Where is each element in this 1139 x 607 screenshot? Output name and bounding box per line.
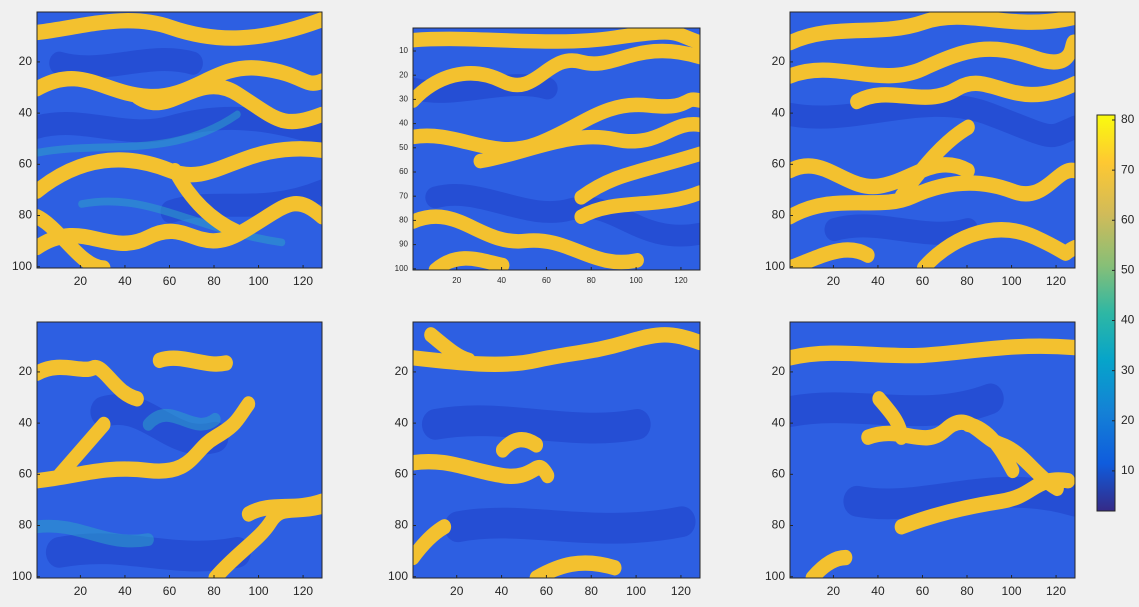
y-tick-label: 40 (19, 415, 33, 429)
x-tick-label: 60 (542, 276, 551, 285)
x-tick-label: 80 (585, 584, 599, 598)
y-tick-label: 100 (765, 569, 785, 583)
y-tick-label: 60 (772, 466, 786, 480)
y-tick-label: 20 (772, 54, 786, 68)
y-tick-label: 70 (399, 191, 408, 200)
x-tick-label: 80 (207, 584, 221, 598)
x-tick-label: 40 (871, 584, 885, 598)
field-image (790, 322, 1075, 578)
y-tick-label: 100 (12, 259, 32, 273)
x-tick-label: 100 (1002, 584, 1022, 598)
y-tick-label: 20 (772, 364, 786, 378)
field-image (37, 12, 322, 268)
x-tick-label: 80 (960, 584, 974, 598)
y-tick-label: 40 (395, 415, 409, 429)
x-tick-label: 40 (497, 276, 506, 285)
x-tick-label: 100 (249, 274, 269, 288)
figure: 20 40 60 80 100 120 20 40 60 80 100 20 40 60 80 100 120 1… (0, 0, 1139, 607)
x-tick-label: 120 (293, 274, 313, 288)
colorbar-tick-label: 70 (1121, 162, 1135, 176)
y-tick-label: 20 (19, 364, 33, 378)
y-tick-label: 20 (399, 70, 408, 79)
x-tick-label: 120 (293, 584, 313, 598)
y-tick-label: 40 (399, 119, 408, 128)
y-tick-label: 100 (765, 259, 785, 273)
x-tick-label: 120 (1046, 274, 1066, 288)
y-tick-label: 60 (19, 156, 33, 170)
colorbar-tick-label: 20 (1121, 413, 1135, 427)
y-tick-label: 90 (399, 240, 408, 249)
y-tick-label: 80 (19, 208, 33, 222)
colorbar-tick-label: 50 (1121, 263, 1135, 277)
x-tick-label: 20 (74, 274, 88, 288)
y-tick-label: 80 (399, 215, 408, 224)
y-tick-label: 100 (388, 569, 408, 583)
colorbar-tick-label: 10 (1121, 463, 1135, 477)
y-tick-label: 20 (19, 54, 33, 68)
y-tick-label: 50 (399, 143, 408, 152)
colorbar-tick-label: 40 (1121, 313, 1135, 327)
field-image (413, 28, 700, 270)
y-tick-label: 40 (772, 105, 786, 119)
x-tick-label: 100 (249, 584, 269, 598)
y-tick-label: 80 (772, 518, 786, 532)
x-tick-label: 60 (163, 274, 177, 288)
y-tick-label: 80 (395, 518, 409, 532)
x-tick-label: 20 (74, 584, 88, 598)
field-image (790, 12, 1075, 268)
y-tick-label: 40 (772, 415, 786, 429)
x-tick-label: 120 (674, 276, 688, 285)
y-tick-label: 80 (19, 518, 33, 532)
y-tick-label: 60 (772, 156, 786, 170)
y-tick-label: 60 (395, 466, 409, 480)
x-tick-label: 40 (495, 584, 509, 598)
field-image (37, 322, 322, 578)
x-tick-label: 60 (916, 274, 930, 288)
x-tick-label: 80 (207, 274, 221, 288)
x-tick-label: 20 (450, 584, 464, 598)
y-tick-label: 60 (19, 466, 33, 480)
x-tick-label: 120 (1046, 584, 1066, 598)
x-tick-label: 40 (118, 274, 132, 288)
y-tick-label: 80 (772, 208, 786, 222)
x-tick-label: 120 (671, 584, 691, 598)
y-tick-label: 30 (399, 94, 408, 103)
colorbar-tick-label: 60 (1121, 212, 1135, 226)
colorbar (1097, 115, 1115, 511)
x-tick-label: 20 (827, 274, 841, 288)
x-tick-label: 40 (871, 274, 885, 288)
y-tick-label: 10 (399, 46, 408, 55)
x-tick-label: 100 (629, 276, 643, 285)
x-tick-label: 40 (118, 584, 132, 598)
y-tick-label: 100 (395, 264, 409, 273)
x-tick-label: 60 (540, 584, 554, 598)
y-tick-label: 40 (19, 105, 33, 119)
y-tick-label: 60 (399, 167, 408, 176)
x-tick-label: 60 (163, 584, 177, 598)
field-image (413, 322, 700, 578)
x-tick-label: 20 (827, 584, 841, 598)
x-tick-label: 100 (1002, 274, 1022, 288)
y-tick-label: 100 (12, 569, 32, 583)
x-tick-label: 80 (960, 274, 974, 288)
colorbar-tick-label: 30 (1121, 363, 1135, 377)
x-tick-label: 100 (626, 584, 646, 598)
x-tick-label: 80 (587, 276, 596, 285)
x-tick-label: 60 (916, 584, 930, 598)
colorbar-tick-label: 80 (1121, 112, 1135, 126)
x-tick-label: 20 (452, 276, 461, 285)
y-tick-label: 20 (395, 364, 409, 378)
